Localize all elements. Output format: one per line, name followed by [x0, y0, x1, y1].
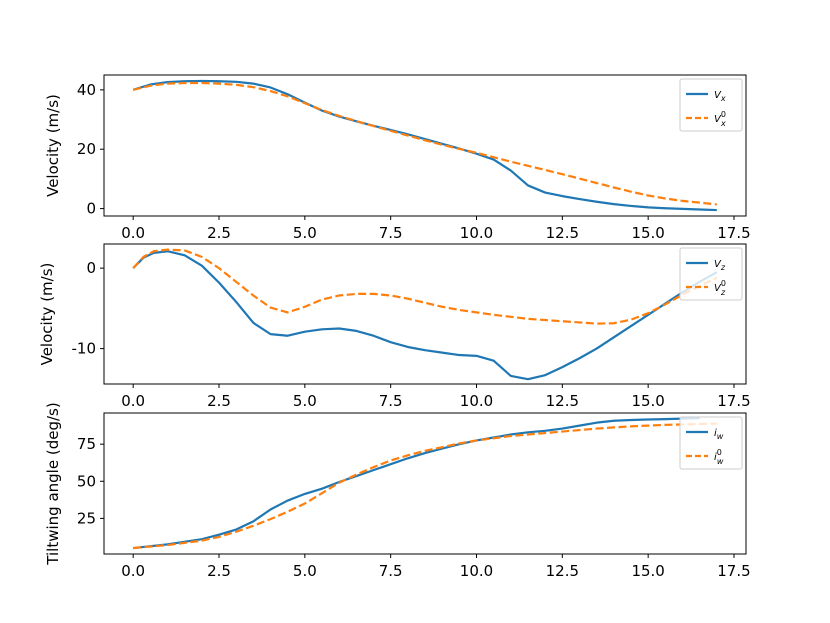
y-axis-label: Velocity (m/s) [38, 263, 56, 366]
y-tick-label: 0 [86, 259, 96, 277]
x-tick-label: 5.0 [293, 562, 317, 580]
axes-frame [103, 243, 747, 385]
series-line-1 [132, 79, 717, 212]
x-tick-label: 0.0 [121, 562, 145, 580]
x-tick-label: 7.5 [379, 392, 403, 410]
x-tick-label: 15.0 [631, 224, 664, 242]
x-tick-label: 5.0 [293, 392, 317, 410]
series-line-2 [133, 422, 717, 550]
x-tick-label: 2.5 [207, 224, 231, 242]
x-tick-label: 5.0 [293, 224, 317, 242]
x-tick-label: 15.0 [631, 562, 664, 580]
x-tick-label: 10.0 [460, 562, 493, 580]
subplot-2: 0.0 2.5 5.0 7.5 10.0 12.5 15.0 17.5 0 -10 Velocity… [38, 243, 751, 410]
x-tick-label: 2.5 [207, 392, 231, 410]
x-tick-label: 12.5 [546, 392, 579, 410]
x-tick-label: 17.5 [717, 392, 750, 410]
x-tick-label: 12.5 [546, 224, 579, 242]
x-tick-label: 0.0 [121, 392, 145, 410]
x-tick-label: 0.0 [121, 224, 145, 242]
legend-entry: V0 x [714, 110, 726, 128]
y-tick-label: 75 [77, 435, 96, 453]
y-tick-label: 50 [77, 472, 96, 490]
legend-entry: i0 w [714, 448, 724, 466]
legend-box [679, 78, 743, 132]
x-tick-label: 12.5 [546, 562, 579, 580]
legend-entry: iw [714, 428, 724, 441]
y-tick-label: -10 [72, 340, 97, 358]
axes-frame [103, 412, 747, 555]
x-tick-label: 7.5 [379, 224, 403, 242]
legend-entry: V0 z [714, 279, 726, 297]
legend-box [679, 416, 743, 470]
x-tick-label: 10.0 [460, 224, 493, 242]
legend: Vz V0 z [679, 247, 743, 301]
legend-entry: Vx [714, 90, 726, 103]
y-axis-label: Velocity (m/s) [44, 94, 62, 197]
subplot-1: 0.0 2.5 5.0 7.5 10.0 12.5 15.0 17.5 0 20 40 Velocit… [44, 74, 751, 242]
x-tick-label: 2.5 [207, 562, 231, 580]
legend-entry: Vz [714, 259, 726, 272]
legend: Vx V0 x [679, 78, 743, 132]
x-tick-label: 10.0 [460, 392, 493, 410]
y-tick-label: 20 [77, 140, 96, 158]
x-tick-label: 7.5 [379, 562, 403, 580]
x-tick-label: 15.0 [631, 392, 664, 410]
y-tick-label: 25 [77, 509, 96, 527]
legend: iw i0 w [679, 416, 743, 470]
x-tick-label: 17.5 [717, 562, 750, 580]
series-line-1 [133, 417, 700, 550]
subplot-3: 0.0 2.5 5.0 7.5 10.0 12.5 15.0 17.5 25 50 75 Tiltwi… [44, 402, 751, 580]
y-tick-label: 0 [86, 200, 96, 218]
legend-box [679, 247, 743, 301]
series-line-2 [132, 248, 718, 325]
series-line-2 [132, 81, 717, 206]
y-tick-label: 40 [77, 81, 96, 99]
axes-frame [103, 74, 747, 217]
y-axis-label: Tiltwing angle (deg/s) [44, 402, 62, 565]
x-tick-label: 17.5 [717, 224, 750, 242]
series-line-1 [132, 250, 718, 381]
